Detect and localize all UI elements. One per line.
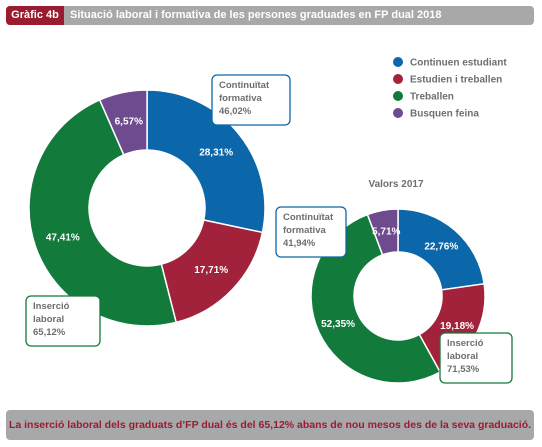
donut-2018-value-label: 28,31% (199, 147, 233, 158)
donut-2017-callout-text: Continuïtat (283, 212, 334, 223)
legend-swatch-treballen (393, 91, 403, 101)
donut-2017-value-label: 22,76% (424, 242, 458, 253)
donut-2018-callout-box (211, 74, 291, 126)
donut-2018-callout-text: Continuïtat (219, 80, 270, 91)
donut-2017-callout-box (439, 332, 513, 384)
figure-tag: Gràfic 4b (6, 6, 64, 25)
footer-note: La inserció laboral dels graduats d’FP d… (6, 410, 534, 440)
legend-label-treballen: Treballen (410, 92, 454, 103)
donut-2017-callout-text: 41,94% (283, 238, 316, 249)
donut-2017-callout-text: formativa (283, 225, 326, 236)
legend-label-continuen-estudiant: Continuen estudiant (410, 58, 507, 69)
donut-2018-callout-text: Inserció (33, 301, 70, 312)
donut-2018-callout-text: formativa (219, 93, 262, 104)
donut-2017-slice-continuen-estudiant (397, 208, 485, 291)
donut-2018-callout-text: laboral (33, 314, 64, 325)
donut-2018-value-label: 6,57% (115, 116, 143, 127)
donut-2018-callout-text: 65,12% (33, 327, 66, 338)
donut-2018-value-label: 17,71% (194, 265, 228, 276)
donut-2017-slice-busquen-feina (366, 208, 399, 256)
donut-2018-value-label: 47,41% (46, 232, 80, 243)
legend-swatch-estudien-i-treballen (393, 74, 403, 84)
donut-2017-value-label: 52,35% (321, 319, 355, 330)
donut-2018-callout-box (25, 295, 101, 347)
legend-label-busquen-feina: Busquen feina (410, 109, 479, 120)
chart-header: Gràfic 4b Situació laboral i formativa d… (6, 6, 534, 25)
legend-swatch-continuen-estudiant (393, 57, 403, 67)
legend-label-estudien-i-treballen: Estudien i treballen (410, 75, 502, 86)
chart-title: Situació laboral i formativa de les pers… (70, 9, 442, 21)
donut-2017-title: Valors 2017 (368, 179, 423, 190)
donut-2017-value-label: 5,71% (372, 227, 400, 238)
donut-2017-callout-text: Inserció (447, 338, 484, 349)
donut-2017-callout-text: 71,53% (447, 364, 480, 375)
donut-2017-callout-text: laboral (447, 351, 478, 362)
legend-swatch-busquen-feina (393, 108, 403, 118)
donut-2017-value-label: 19,18% (440, 321, 474, 332)
donut-2018-slice-continuen-estudiant (146, 89, 266, 234)
donut-2018-callout-text: 46,02% (219, 106, 252, 117)
donut-2017-callout-box (275, 206, 347, 258)
donut-2018-slice-busquen-feina (98, 89, 148, 156)
